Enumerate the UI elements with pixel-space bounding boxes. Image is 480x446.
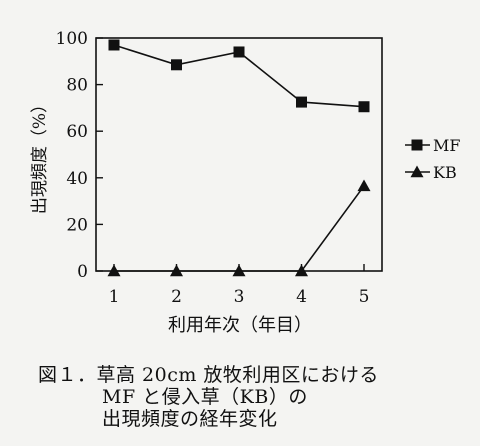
legend-item-kb: KB [405, 163, 457, 182]
y-tick-label: 0 [77, 262, 88, 282]
caption-line-3: 出現頻度の経年変化 [102, 408, 278, 430]
y-tick-label: 40 [66, 169, 88, 189]
x-tick-label: 5 [359, 287, 370, 307]
y-tick-label: 80 [66, 76, 88, 96]
data-point-mf [108, 39, 120, 51]
data-point-kb [232, 264, 246, 277]
y-tick-label: 20 [66, 215, 88, 235]
x-tick-label: 1 [109, 287, 120, 307]
caption-line-2: MF と侵入草（KB）の [102, 386, 308, 408]
data-point-mf [296, 96, 307, 108]
data-point-mf [358, 101, 370, 113]
data-point-mf [233, 46, 245, 58]
y-tick-label: 100 [56, 29, 88, 49]
y-tick-label: 60 [66, 122, 88, 142]
legend-item-mf: MF [405, 136, 460, 155]
plot-frame [95, 37, 383, 272]
x-tick-label: 2 [171, 287, 182, 307]
chart-legend: MF KB [405, 136, 460, 182]
x-tick-label: 3 [234, 287, 245, 307]
chart-ticks: 0 20 40 60 80 100 1 2 3 4 5 [56, 29, 370, 307]
series-line-kb [114, 185, 365, 272]
caption-line-1: 図１．草高 20cm 放牧利用区における [38, 364, 379, 386]
series-kb [107, 179, 371, 277]
legend-label: KB [433, 163, 457, 182]
data-point-kb [295, 264, 308, 277]
series-mf [108, 39, 370, 113]
legend-marker [411, 139, 423, 151]
legend-marker [410, 165, 424, 178]
line-chart: 0 20 40 60 80 100 1 2 3 4 5 MF KB 出現頻度（%） 利用年次（年目） [30, 29, 460, 336]
x-tick-label: 4 [296, 287, 307, 307]
chart-axes [95, 37, 383, 272]
figure-caption: 図１．草高 20cm 放牧利用区における MF と侵入草（KB）の 出現頻度の経… [38, 364, 379, 430]
chart-series [107, 39, 371, 277]
x-axis-label: 利用年次（年目） [168, 315, 312, 336]
data-point-kb [107, 264, 121, 277]
y-axis-label: 出現頻度（%） [30, 96, 50, 214]
data-point-kb [170, 264, 183, 277]
data-point-mf [171, 59, 182, 71]
data-point-kb [357, 179, 371, 192]
legend-label: MF [433, 136, 460, 155]
